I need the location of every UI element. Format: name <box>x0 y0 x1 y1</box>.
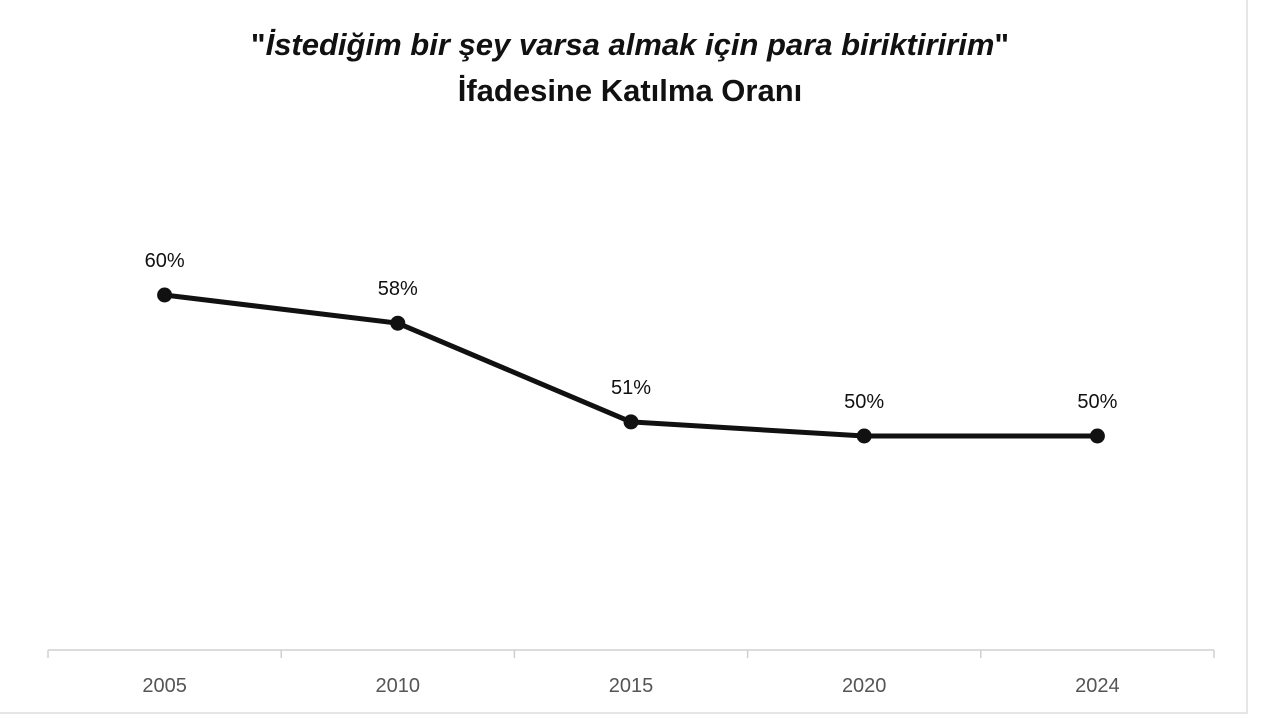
x-tick-label: 2015 <box>609 675 654 697</box>
chart-title-line2: İfadesine Katılma Oranı <box>457 73 803 108</box>
chart-frame <box>0 0 1248 714</box>
data-label: 51% <box>611 377 651 399</box>
data-point <box>623 414 639 430</box>
data-point <box>1089 428 1105 444</box>
data-label: 60% <box>145 250 185 272</box>
x-tick-label: 2010 <box>376 675 421 697</box>
data-point <box>390 315 406 331</box>
x-axis: 2005 2010 2015 2020 2024 <box>47 649 1215 697</box>
x-tick-label: 2005 <box>142 675 187 697</box>
title-quote-open: " <box>250 27 266 62</box>
title-statement: İstediğim bir şey varsa almak için para … <box>265 27 995 62</box>
data-label: 58% <box>378 278 418 300</box>
data-label-group: 60% 58% 51% 50% 50% <box>145 250 1118 413</box>
x-tick-label: 2020 <box>842 675 887 697</box>
chart-title-line1: "İstediğim bir şey varsa almak için para… <box>0 22 1260 68</box>
data-point <box>856 428 872 444</box>
data-label: 50% <box>1077 391 1117 413</box>
title-quote-close: " <box>994 27 1010 62</box>
data-label: 50% <box>844 391 884 413</box>
series-line-group <box>157 287 1105 444</box>
x-tick-label: 2024 <box>1075 675 1120 697</box>
data-point <box>157 287 173 303</box>
chart-title: "İstediğim bir şey varsa almak için para… <box>0 22 1260 114</box>
